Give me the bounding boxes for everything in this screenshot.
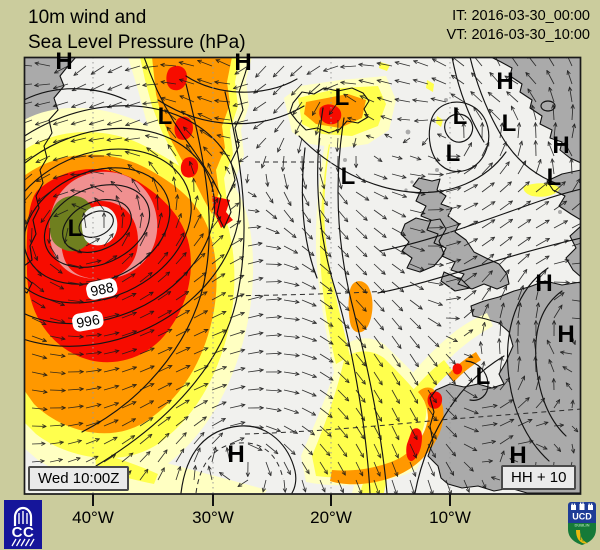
pressure-marker-l: L	[445, 140, 461, 168]
forecast-hour-box: HH + 10	[501, 465, 577, 490]
title-line1: 10m wind and	[28, 7, 147, 28]
run-info: IT: 2016-03-30_00:00 VT: 2016-03-30_10:0…	[447, 7, 591, 45]
pressure-marker-h: H	[234, 49, 252, 77]
init-time: IT: 2016-03-30_00:00	[452, 8, 590, 24]
valid-time: VT: 2016-03-30_10:00	[446, 27, 591, 43]
title-line2: Sea Level Pressure (hPa)	[28, 32, 246, 53]
axis-tick	[212, 494, 214, 506]
map-border	[23, 56, 582, 495]
pressure-marker-h: H	[557, 321, 575, 349]
pressure-marker-h: H	[496, 68, 514, 96]
pressure-marker-h: H	[55, 48, 73, 76]
timestamp-box: Wed 10:00Z	[28, 466, 130, 491]
axis-tick	[330, 494, 332, 506]
pressure-marker-h: H	[227, 441, 245, 469]
pressure-marker-l: L	[334, 84, 350, 112]
cc-letters: CC	[12, 524, 35, 541]
pressure-marker-h: H	[535, 270, 553, 298]
dublin-text: DUBLIN	[574, 523, 589, 528]
castle-icons	[571, 502, 593, 510]
axis-tick	[92, 494, 94, 506]
pressure-marker-l: L	[546, 164, 562, 192]
wind-vector-field	[24, 57, 581, 494]
pressure-marker-h: H	[552, 132, 570, 160]
page-title: 10m wind and Sea Level Pressure (hPa)	[28, 5, 246, 55]
axis-tick-label: 30°W	[192, 508, 234, 527]
axis-tick-label: 40°W	[72, 508, 114, 527]
pressure-marker-l: L	[452, 103, 468, 131]
harp-icon	[576, 530, 588, 544]
land-fill	[24, 57, 581, 493]
ucd-text: UCD	[572, 512, 592, 522]
met-cc-logo: CC	[4, 500, 42, 549]
ucd-crest-logo: UCD DUBLIN	[568, 502, 596, 545]
axis-tick-label: 20°W	[310, 508, 352, 527]
pressure-marker-l: L	[67, 215, 83, 243]
pressure-marker-h: H	[509, 442, 527, 470]
pressure-marker-l: L	[475, 363, 491, 391]
pressure-marker-l: L	[340, 163, 356, 191]
dashed-isobars	[195, 161, 581, 494]
axis-tick-label: 10°W	[429, 508, 471, 527]
pressure-marker-l: L	[501, 110, 517, 138]
pressure-marker-l: L	[157, 103, 173, 131]
axis-tick	[449, 494, 451, 506]
